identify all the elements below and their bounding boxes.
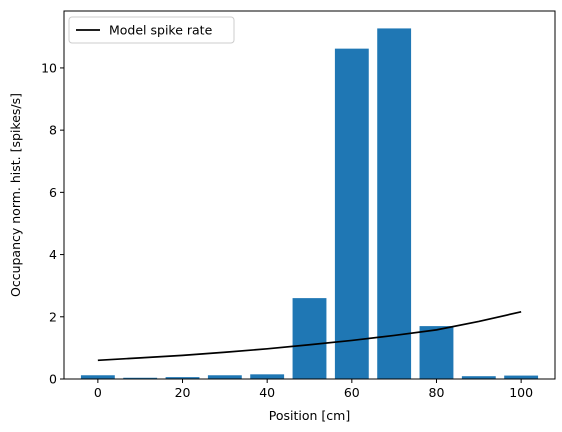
- bar: [207, 375, 242, 379]
- bar: [461, 376, 496, 379]
- bar: [80, 375, 115, 379]
- bar: [504, 375, 539, 379]
- y-ticks: 0 2 4 6 8 10: [41, 60, 64, 387]
- y-tick-label: 6: [49, 185, 57, 200]
- y-tick-label: 4: [49, 247, 57, 262]
- y-tick-label: 10: [41, 60, 57, 75]
- bar: [165, 377, 200, 379]
- x-axis-label: Position [cm]: [269, 408, 350, 423]
- bars: [80, 28, 539, 380]
- legend-box: [68, 16, 235, 44]
- y-tick-label: 2: [49, 309, 57, 324]
- x-ticks: 0 20 40 60 80 100: [94, 379, 533, 400]
- lines: [97, 310, 522, 362]
- bar: [419, 326, 454, 379]
- x-tick-label: 40: [259, 385, 275, 400]
- x-tick-label: 20: [175, 385, 191, 400]
- x-tick-label: 80: [429, 385, 445, 400]
- bar: [250, 374, 285, 379]
- y-axis-label: Occupancy norm. hist. [spikes/s]: [8, 93, 23, 297]
- bar: [123, 377, 158, 379]
- bar: [292, 298, 327, 379]
- legend: Model spike rate: [68, 16, 235, 44]
- legend-entry-label: Model spike rate: [109, 23, 213, 38]
- bar: [334, 48, 369, 380]
- y-tick-label: 0: [49, 372, 57, 387]
- y-tick-label: 8: [49, 123, 57, 138]
- x-tick-label: 0: [94, 385, 102, 400]
- axes-frame: [63, 10, 556, 380]
- x-tick-label: 60: [344, 385, 360, 400]
- series-line: [97, 310, 522, 362]
- x-tick-label: 100: [509, 385, 533, 400]
- bar: [377, 28, 412, 380]
